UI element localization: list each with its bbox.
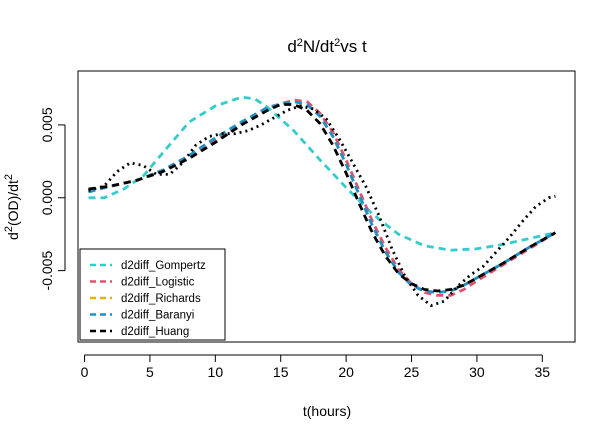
y-axis-title: d2(OD)/dt2 [3, 174, 21, 240]
legend-box [79, 248, 226, 341]
legend-label: d2diff_Baranyi [121, 310, 194, 322]
x-axis: 0 5 10 15 20 25 30 35 [81, 354, 551, 380]
y-axis: -0.005 0.000 0.005 [39, 107, 66, 291]
plot-frame [77, 70, 576, 343]
series-layer [88, 95, 557, 307]
y-tick-label: 0.000 [39, 180, 55, 215]
y-tick-label: -0.005 [39, 251, 55, 291]
legend: d2diff_Gompertz d2diff_Logistic d2diff_Ric… [79, 248, 226, 341]
x-tick-label: 20 [338, 364, 354, 380]
chart-title: d2N/dt2vs t [287, 37, 367, 56]
x-tick-label: 5 [146, 364, 154, 380]
x-tick-label: 0 [81, 364, 89, 380]
series-line-d2diff-baranyi [88, 100, 557, 294]
y-tick-label: 0.005 [39, 107, 55, 142]
legend-label: d2diff_Richards [121, 293, 201, 305]
series-line-d2diff-huang [88, 103, 557, 293]
x-tick-label: 10 [208, 364, 224, 380]
legend-label: d2diff_Huang [121, 326, 189, 338]
x-tick-label: 25 [404, 364, 420, 380]
legend-label: d2diff_Logistic [121, 277, 195, 289]
series-line-d2diff-gompertz [88, 95, 556, 252]
series-line-observed-dotted [88, 104, 556, 307]
x-tick-label: 35 [535, 364, 551, 380]
x-tick-label: 15 [273, 364, 289, 380]
x-axis-title: t(hours) [303, 403, 351, 419]
legend-label: d2diff_Gompertz [121, 260, 206, 272]
x-tick-label: 30 [469, 364, 485, 380]
